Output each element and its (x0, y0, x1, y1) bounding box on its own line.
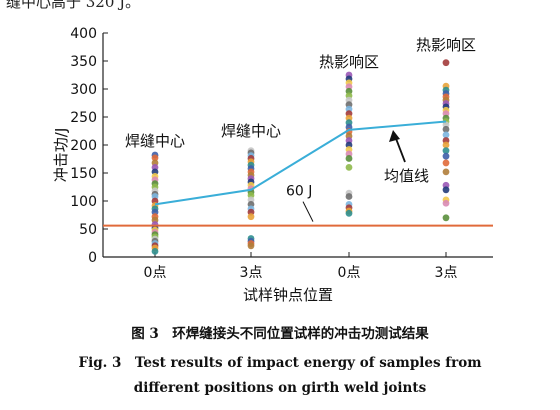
mean-line-arrow-shaft (394, 135, 406, 163)
group-label: 热影响区 (319, 53, 379, 71)
data-point (247, 213, 255, 221)
mean-line-label: 均值线 (384, 167, 429, 185)
x-tick-label: 0点 (144, 265, 167, 281)
group-label: 焊缝中心 (221, 122, 281, 140)
data-point (442, 131, 450, 139)
y-tick-label: 50 (79, 222, 97, 238)
figure-caption-english-line1: Fig. 3 Test results of impact energy of … (78, 355, 482, 371)
y-tick-label: 400 (70, 26, 97, 42)
data-point (442, 141, 450, 149)
y-tick-label: 150 (70, 166, 97, 182)
data-point (345, 209, 353, 217)
data-point (442, 186, 450, 194)
y-tick-label: 250 (70, 110, 97, 126)
x-tick-label: 3点 (435, 265, 458, 281)
data-point (442, 59, 450, 67)
data-point (345, 164, 353, 171)
data-point (442, 147, 450, 155)
figure-caption-english-line2: different positions on girth weld joints (133, 380, 427, 396)
y-axis-title: 冲击功/J (52, 128, 70, 182)
group-label: 热影响区 (416, 36, 476, 54)
mean-line-arrow-head (389, 130, 400, 142)
mean-line (154, 120, 447, 206)
y-tick-label: 100 (70, 194, 97, 210)
y-tick-label: 300 (70, 82, 97, 98)
data-point (442, 168, 450, 176)
reference-line-label: 60 J (286, 184, 312, 200)
data-point (151, 248, 159, 255)
y-tick-label: 350 (70, 54, 97, 70)
figure-caption-chinese: 图 3 环焊缝接头不同位置试样的冲击功测试结果 (131, 326, 429, 342)
data-point (151, 154, 159, 162)
data-point (345, 193, 353, 200)
x-axis-title: 试样钟点位置 (243, 286, 333, 304)
y-tick-label: 200 (70, 138, 97, 154)
x-tick-label: 3点 (240, 265, 263, 281)
y-tick-label: 0 (88, 250, 97, 266)
reference-line-pointer (302, 201, 314, 222)
data-point (442, 199, 450, 207)
preceding-text-fragment: 缝中心高于 320 J。 (6, 0, 141, 11)
data-point (442, 159, 450, 167)
data-point (345, 155, 353, 162)
data-point (442, 125, 450, 133)
data-point (442, 152, 450, 160)
group-label: 焊缝中心 (125, 132, 185, 150)
x-tick-label: 0点 (338, 265, 361, 281)
data-point (442, 214, 450, 222)
data-point (247, 242, 255, 250)
